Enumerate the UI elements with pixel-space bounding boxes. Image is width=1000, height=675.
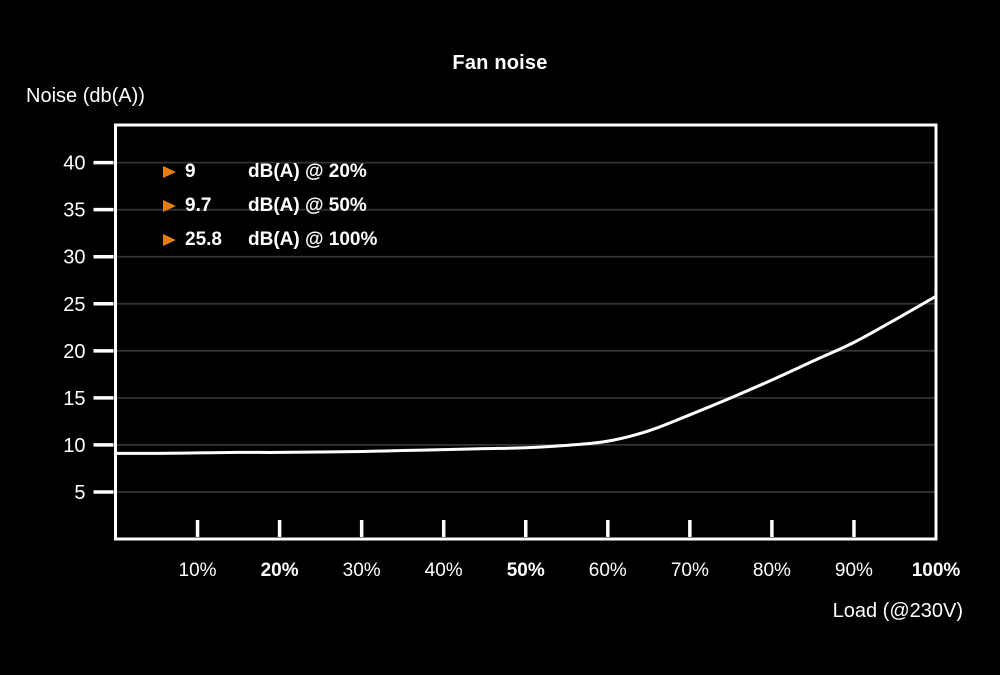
- legend-item: 9 dB(A) @ 20%: [163, 155, 377, 189]
- play-triangle-icon: [163, 200, 176, 212]
- legend-item: 9.7 dB(A) @ 50%: [163, 189, 377, 223]
- play-triangle-icon: [163, 234, 176, 246]
- y-tick-label: 5: [74, 482, 85, 504]
- x-tick-label: 70%: [671, 560, 709, 581]
- y-tick-label: 35: [63, 200, 85, 222]
- x-tick-label: 100%: [912, 560, 961, 581]
- legend-label: dB(A) @ 50%: [248, 195, 367, 216]
- legend-label: dB(A) @ 20%: [248, 161, 367, 182]
- y-tick-label: 40: [63, 153, 85, 175]
- y-tick-label: 10: [63, 435, 85, 457]
- x-tick-label: 60%: [589, 560, 627, 581]
- legend-value: 25.8: [185, 229, 222, 250]
- chart-title: Fan noise: [452, 52, 548, 74]
- y-axis-title: Noise (db(A)): [26, 85, 145, 107]
- x-tick-label: 40%: [425, 560, 463, 581]
- y-tick-label: 15: [63, 388, 85, 410]
- legend-item: 25.8 dB(A) @ 100%: [163, 223, 377, 257]
- y-tick-label: 25: [63, 294, 85, 316]
- x-axis-title: Load (@230V): [832, 600, 963, 622]
- x-tick-label: 50%: [507, 560, 545, 581]
- x-tick-label: 10%: [179, 560, 217, 581]
- legend-value: 9.7: [185, 195, 212, 216]
- legend-label: dB(A) @ 100%: [248, 229, 378, 250]
- x-tick-label: 30%: [343, 560, 381, 581]
- legend-value: 9: [185, 161, 196, 182]
- x-tick-label: 80%: [753, 560, 791, 581]
- y-tick-label: 20: [63, 341, 85, 363]
- y-tick-label: 30: [63, 247, 85, 269]
- x-tick-label: 20%: [261, 560, 299, 581]
- noise-curve: [114, 294, 938, 455]
- plot-border: [114, 123, 938, 541]
- x-tick-label: 90%: [835, 560, 873, 581]
- play-triangle-icon: [163, 166, 176, 178]
- legend: 9 dB(A) @ 20% 9.7 dB(A) @ 50% 25.8 dB(A) @ 10…: [163, 155, 377, 257]
